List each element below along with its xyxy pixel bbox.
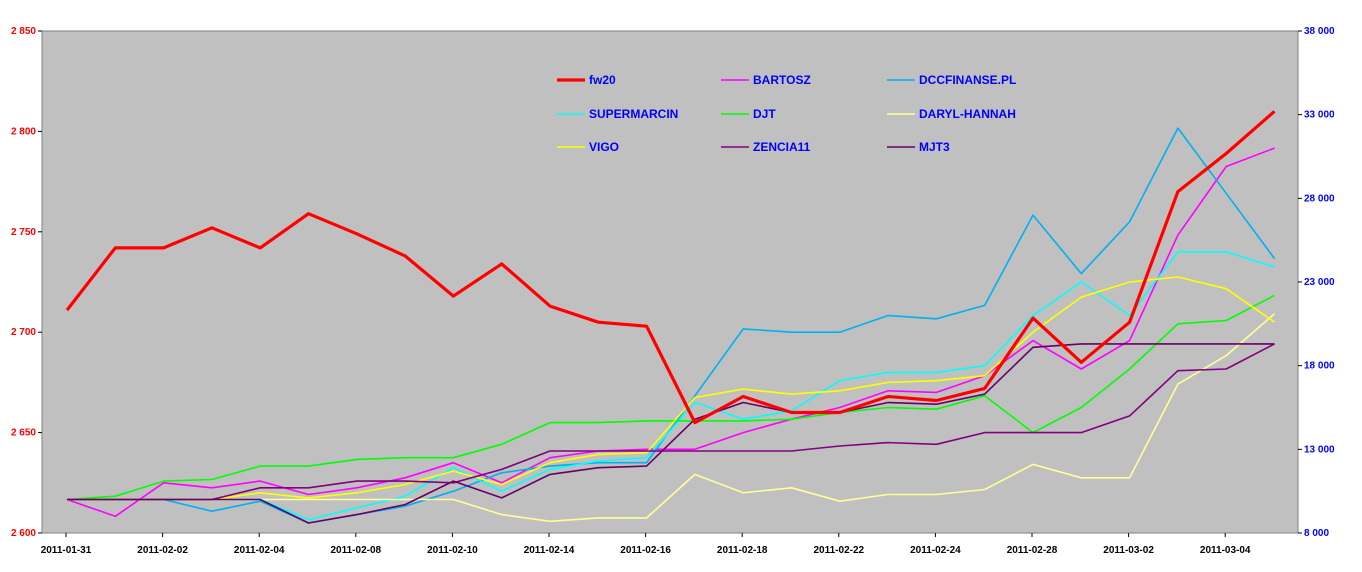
- left-axis-tick-label: 2 750: [11, 227, 36, 238]
- series-line-mjt3: [67, 343, 1275, 524]
- left-axis-tick-label: 2 600: [11, 528, 36, 539]
- series-line-zencia11: [67, 343, 1275, 501]
- series-line-bartosz: [66, 147, 1275, 518]
- right-axis-tick-label: 38 000: [1304, 26, 1335, 37]
- x-axis-tick-label: 2011-02-16: [620, 545, 671, 556]
- x-axis-tick-label: 2011-03-04: [1200, 545, 1251, 556]
- legend-label: DARYL-HANNAH: [919, 107, 1016, 121]
- legend-label: MJT3: [919, 140, 950, 154]
- right-axis-tick-label: 33 000: [1304, 110, 1335, 121]
- legend-label: SUPERMARCIN: [589, 107, 678, 121]
- right-axis-tick-label: 13 000: [1304, 444, 1335, 455]
- legend-label: fw20: [589, 73, 616, 87]
- x-axis-tick-label: 2011-02-24: [910, 545, 961, 556]
- legend-label: VIGO: [589, 140, 619, 154]
- left-axis-tick-label: 2 700: [11, 327, 36, 338]
- left-axis-tick-label: 2 850: [11, 26, 36, 37]
- right-axis-tick-label: 28 000: [1304, 193, 1335, 204]
- x-axis-tick-label: 2011-01-31: [41, 545, 92, 556]
- series-line-fw20: [65, 110, 1276, 425]
- right-axis-tick-label: 8 000: [1304, 528, 1329, 539]
- series-lines: [65, 110, 1276, 524]
- x-axis-tick-label: 2011-02-08: [330, 545, 381, 556]
- right-axis-tick-label: 18 000: [1304, 361, 1335, 372]
- series-line-djt: [66, 294, 1275, 501]
- axes: 2 600 2 650 2 700 2 750 2 800 2 850 8 000 13 00…: [11, 26, 1335, 556]
- legend: fw20 BARTOSZ DCCFINANSE.PL SUPERMARCIN DJT DA…: [557, 73, 1016, 154]
- legend-label: DJT: [753, 107, 776, 121]
- left-axis-tick-label: 2 650: [11, 428, 36, 439]
- legend-label: BARTOSZ: [753, 73, 811, 87]
- series-line-daryl-hannah: [67, 313, 1276, 523]
- left-axis-tick-label: 2 800: [11, 126, 36, 137]
- right-axis-tick-label: 23 000: [1304, 277, 1335, 288]
- x-axis-tick-label: 2011-02-18: [717, 545, 768, 556]
- x-axis-tick-label: 2011-03-02: [1103, 545, 1154, 556]
- x-axis-tick-label: 2011-02-14: [524, 545, 575, 556]
- x-axis-tick-label: 2011-02-02: [137, 545, 188, 556]
- legend-label: ZENCIA11: [753, 140, 811, 154]
- series-line-vigo: [67, 276, 1275, 501]
- legend-label: DCCFINANSE.PL: [919, 73, 1016, 87]
- x-axis-tick-label: 2011-02-04: [234, 545, 285, 556]
- x-axis-tick-label: 2011-02-22: [813, 545, 864, 556]
- x-axis-tick-label: 2011-02-28: [1007, 545, 1058, 556]
- x-axis-tick-label: 2011-02-10: [427, 545, 478, 556]
